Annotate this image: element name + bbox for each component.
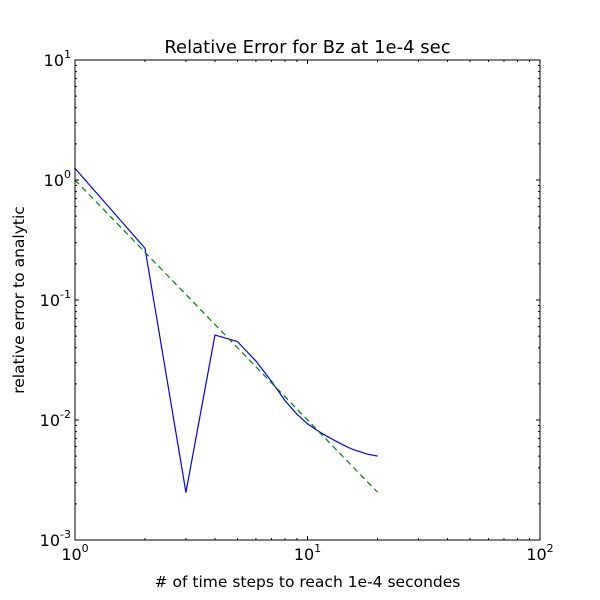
y-tick-label: 10-3 [40,528,71,550]
x-tick-label-base: 10 [294,545,314,564]
x-tick-label: 102 [526,542,553,564]
y-tick-label-base: 10 [44,51,64,70]
error-line [74,167,378,493]
y-tick-label: 101 [44,48,71,70]
x-tick-label-base: 10 [526,545,546,564]
reference-line [74,179,378,493]
plot-area [75,60,540,540]
y-tick-label-exp: -2 [60,408,71,421]
y-tick-label-exp: -1 [60,288,71,301]
x-tick-label: 101 [294,542,321,564]
plot-frame [74,59,541,541]
y-tick-label-exp: 1 [64,48,71,61]
y-tick-label-base: 10 [44,171,64,190]
y-tick-label: 10-2 [40,408,71,430]
y-tick-label: 10-1 [40,288,71,310]
x-tick-label-exp: 2 [547,542,554,555]
y-tick-label-exp: 0 [64,168,71,181]
y-tick-label-base: 10 [40,411,60,430]
y-tick-label: 100 [44,168,71,190]
x-tick-label-exp: 0 [82,542,89,555]
y-tick-label-base: 10 [40,291,60,310]
x-tick-label: 100 [61,542,88,564]
y-axis-label: relative error to analytic [10,206,28,394]
y-tick-label-base: 10 [40,531,60,550]
series [74,167,378,493]
x-axis-label: # of time steps to reach 1e-4 secondes [155,573,461,591]
chart-title: Relative Error for Bz at 1e-4 sec [164,37,450,58]
x-tick-label-exp: 1 [314,542,321,555]
x-tick-label-base: 10 [61,545,81,564]
y-tick-label-exp: -3 [60,528,71,541]
